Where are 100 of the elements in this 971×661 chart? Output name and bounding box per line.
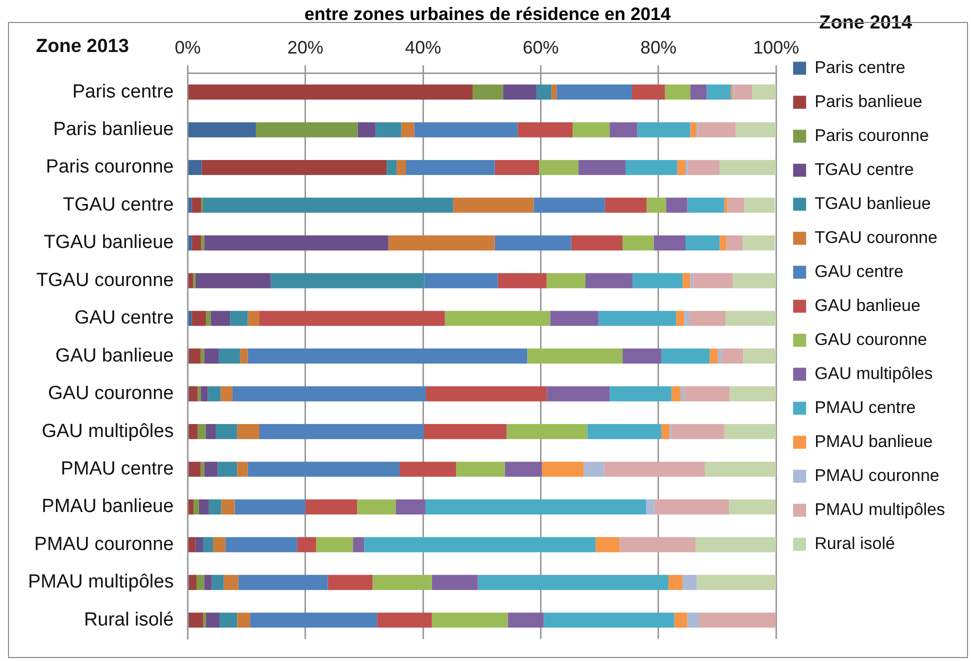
bar	[729, 499, 776, 515]
legend-label: PMAU centre	[814, 398, 916, 417]
legend-label: Paris couronne	[814, 126, 929, 145]
bar	[690, 84, 707, 100]
y-tick-label: Rural isolé	[84, 609, 174, 630]
bar	[680, 386, 684, 402]
bar	[188, 462, 201, 477]
bar	[654, 235, 686, 250]
bar	[661, 424, 670, 440]
bar	[414, 122, 518, 138]
bar	[444, 310, 550, 326]
bar	[198, 424, 206, 440]
bar	[646, 198, 666, 213]
bar	[372, 574, 432, 590]
legend-label: GAU multipôles	[814, 364, 933, 383]
bar	[595, 537, 620, 552]
bar	[551, 84, 557, 100]
bar	[358, 122, 376, 138]
y-tick-label: PMAU multipôles	[28, 572, 174, 593]
bar	[401, 122, 414, 138]
bar	[743, 348, 776, 364]
legend-label: GAU banlieue	[814, 296, 920, 315]
bar	[506, 424, 588, 440]
bar	[550, 310, 598, 326]
bar	[494, 160, 539, 176]
bar	[357, 499, 396, 515]
bar	[200, 386, 208, 402]
bar	[188, 122, 256, 138]
y-tick-label: GAU banlieue	[55, 345, 174, 366]
bar	[571, 235, 623, 250]
y-tick-label: PMAU couronne	[34, 534, 174, 555]
bar	[432, 612, 508, 628]
bar	[204, 348, 219, 364]
legend-label: TGAU centre	[814, 160, 914, 179]
bar	[472, 84, 504, 100]
bar	[453, 198, 534, 213]
bar	[206, 424, 216, 440]
bar	[386, 160, 397, 176]
bar	[353, 537, 364, 552]
bar	[625, 160, 678, 176]
bar	[188, 499, 194, 515]
bar	[200, 462, 204, 477]
bar	[248, 462, 400, 477]
chart-title: entre zones urbaines de résidence en 2014	[304, 4, 671, 24]
bar	[188, 574, 197, 590]
bar	[195, 537, 204, 552]
bar	[726, 310, 776, 326]
bar	[219, 612, 238, 628]
bar	[208, 386, 221, 402]
bar	[671, 386, 681, 402]
bar	[225, 537, 298, 552]
legend-label: Paris centre	[814, 58, 906, 77]
bar	[478, 574, 668, 590]
bar	[221, 499, 235, 515]
bar	[494, 235, 572, 250]
bar	[693, 273, 733, 288]
bar	[188, 273, 194, 288]
bar	[726, 235, 743, 250]
bar	[188, 386, 198, 402]
bar	[256, 122, 358, 138]
bar	[406, 160, 495, 176]
bar	[188, 612, 204, 628]
bar	[720, 160, 776, 176]
bar	[677, 160, 686, 176]
bar	[248, 310, 260, 326]
bar	[316, 537, 354, 552]
bar	[375, 122, 402, 138]
bar	[230, 310, 248, 326]
bar	[188, 198, 192, 213]
bar	[218, 462, 238, 477]
legend-label: Rural isolé	[814, 534, 895, 553]
bar	[666, 198, 688, 213]
bar	[546, 386, 610, 402]
bar	[498, 273, 547, 288]
bar	[426, 386, 547, 402]
bar	[710, 348, 718, 364]
bar	[706, 84, 731, 100]
bar	[622, 348, 662, 364]
legend-label: PMAU couronne	[814, 466, 940, 485]
bar	[218, 348, 240, 364]
bar	[661, 348, 710, 364]
bar	[248, 348, 528, 364]
bar	[724, 198, 728, 213]
bar	[584, 462, 604, 477]
bar	[388, 235, 495, 250]
bar	[250, 612, 378, 628]
bar	[396, 160, 406, 176]
bar	[234, 499, 306, 515]
bar	[527, 348, 623, 364]
bar	[690, 273, 694, 288]
bar	[732, 273, 776, 288]
bar	[202, 160, 387, 176]
bar	[721, 348, 744, 364]
bar	[556, 84, 632, 100]
bar	[682, 574, 697, 590]
bar	[604, 462, 705, 477]
bar	[206, 310, 211, 326]
bar	[200, 348, 204, 364]
bar	[432, 574, 478, 590]
bar	[504, 462, 542, 477]
